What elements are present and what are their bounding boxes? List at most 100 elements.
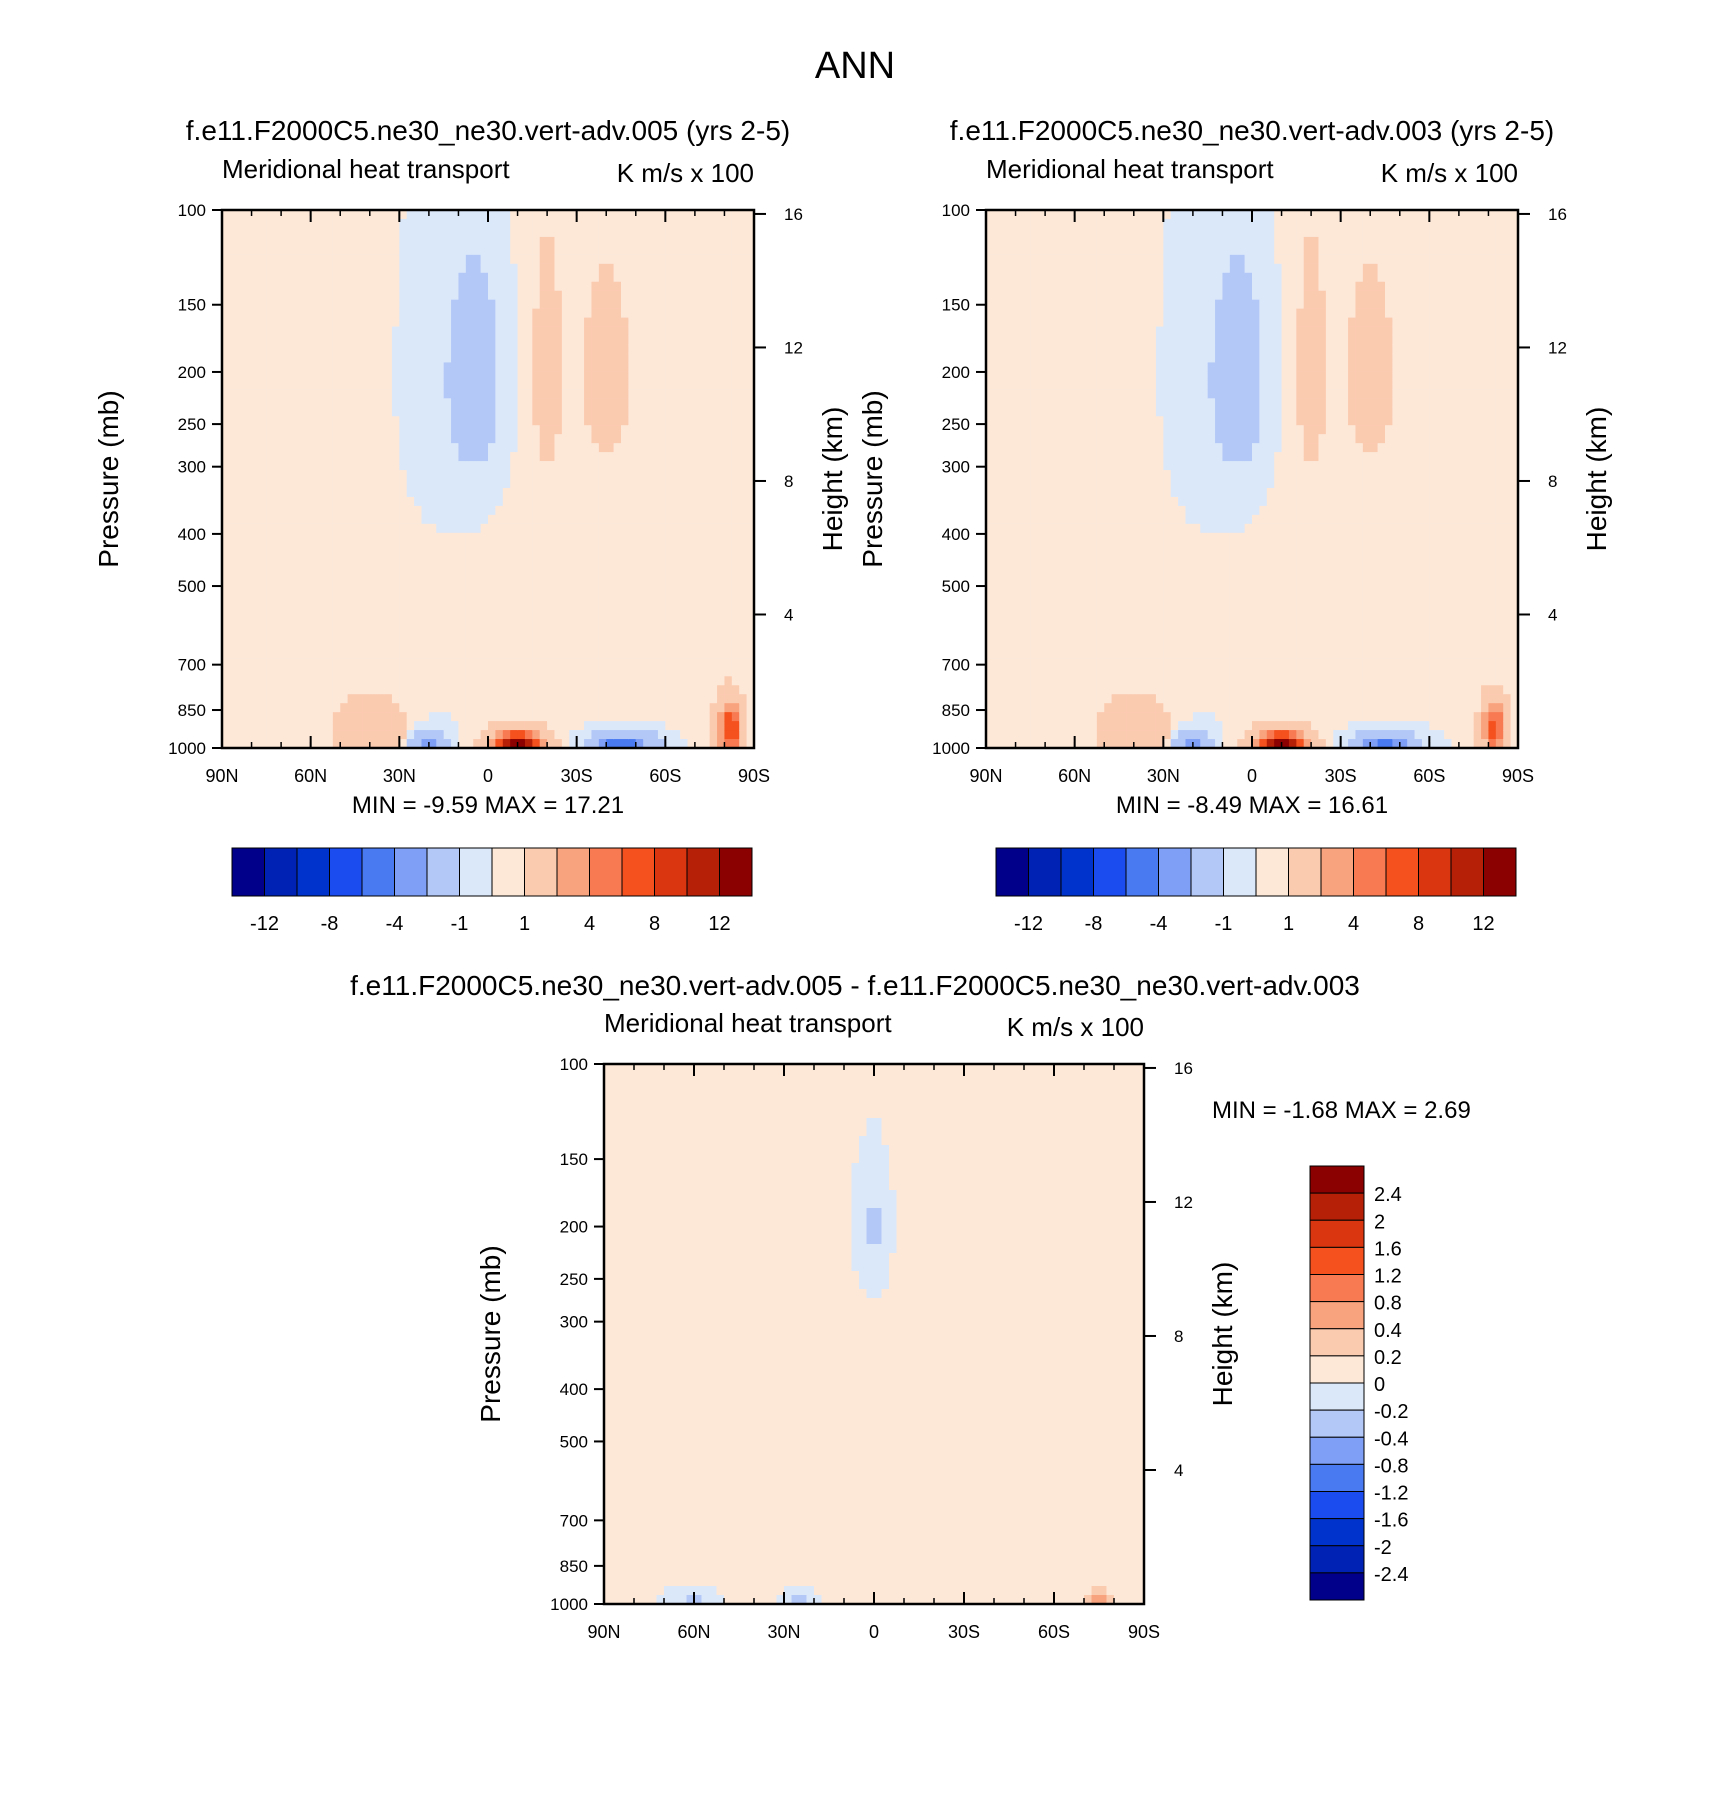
heatmap-cell xyxy=(1052,290,1061,301)
heatmap-cell xyxy=(532,649,541,659)
heatmap-cell xyxy=(451,658,460,668)
heatmap-cell xyxy=(377,532,386,543)
heatmap-cell xyxy=(687,452,696,462)
heatmap-cell xyxy=(993,586,1002,597)
heatmap-cell xyxy=(643,694,652,704)
heatmap-cell xyxy=(399,210,408,220)
heatmap-cell xyxy=(569,299,578,310)
heatmap-cell xyxy=(451,254,460,265)
heatmap-cell xyxy=(672,218,681,229)
heatmap-cell xyxy=(993,290,1002,301)
heatmap-cell xyxy=(532,218,541,229)
heatmap-cell xyxy=(391,470,400,480)
heatmap-cell xyxy=(458,712,467,722)
heatmap-cell xyxy=(229,685,238,695)
heatmap-cell xyxy=(495,353,504,364)
heatmap-cell xyxy=(355,541,363,552)
heatmap-cell xyxy=(539,479,548,489)
heatmap-cell xyxy=(288,362,297,372)
heatmap-cell xyxy=(694,550,703,561)
heatmap-cell xyxy=(621,218,629,229)
heatmap-cell xyxy=(986,210,994,220)
heatmap-cell xyxy=(1037,730,1046,740)
heatmap-cell xyxy=(347,559,356,570)
heatmap-cell xyxy=(510,514,519,525)
heatmap-cell xyxy=(694,470,703,480)
heatmap-cell xyxy=(258,353,267,364)
heatmap-cell xyxy=(399,236,408,247)
heatmap-cell xyxy=(421,739,430,749)
heatmap-cell xyxy=(340,452,349,462)
heatmap-cell xyxy=(739,443,748,453)
heatmap-cell xyxy=(465,308,474,319)
heatmap-cell xyxy=(687,577,696,588)
heatmap-cell xyxy=(1008,236,1017,247)
heatmap-cell xyxy=(451,210,460,220)
heatmap-cell xyxy=(251,523,260,534)
heatmap-cell xyxy=(687,694,696,704)
heatmap-cell xyxy=(480,703,489,713)
heatmap-cell xyxy=(273,550,282,561)
heatmap-cell xyxy=(731,344,740,355)
heatmap-cell xyxy=(687,344,696,355)
heatmap-cell xyxy=(229,595,238,606)
heatmap-cell xyxy=(598,470,607,480)
heatmap-cell xyxy=(986,721,994,731)
heatmap-cell xyxy=(724,245,733,256)
heatmap-cell xyxy=(606,703,615,713)
heatmap-cell xyxy=(561,640,570,650)
heatmap-cell xyxy=(310,371,319,381)
heatmap-cell xyxy=(451,514,460,525)
heatmap-cell xyxy=(414,461,423,471)
heatmap-cell xyxy=(584,721,593,731)
heatmap-cell xyxy=(451,452,460,462)
heatmap-cell xyxy=(702,245,711,256)
heatmap-cell xyxy=(465,398,474,408)
heatmap-cell xyxy=(724,470,733,480)
heatmap-cell xyxy=(288,523,297,534)
heatmap-cell xyxy=(702,470,711,480)
heatmap-cell xyxy=(428,389,437,399)
heatmap-cell xyxy=(325,721,334,731)
heatmap-cell xyxy=(502,362,511,372)
heatmap-cell xyxy=(288,479,297,489)
colorbar-label: -8 xyxy=(321,913,339,935)
heatmap-cell xyxy=(1030,425,1039,435)
heatmap-cell xyxy=(369,416,378,426)
heatmap-cell xyxy=(288,586,297,597)
heatmap-cell xyxy=(458,703,467,713)
heatmap-cell xyxy=(702,434,711,444)
heatmap-cell xyxy=(362,218,371,229)
heatmap-cell xyxy=(591,461,600,471)
heatmap-cell xyxy=(428,281,437,292)
heatmap-cell xyxy=(665,389,674,399)
heatmap-cell xyxy=(746,505,755,516)
heatmap-cell xyxy=(436,443,445,453)
heatmap-cell xyxy=(1008,362,1017,372)
heatmap-cell xyxy=(569,496,578,507)
heatmap-cell xyxy=(554,739,563,749)
heatmap-cell xyxy=(458,344,467,355)
heatmap-cell xyxy=(717,227,726,238)
heatmap-cell xyxy=(251,505,260,516)
heatmap-cell xyxy=(680,487,689,498)
heatmap-cell xyxy=(303,577,312,588)
heatmap-cell xyxy=(584,622,593,633)
heatmap-cell xyxy=(332,317,341,328)
heatmap-cell xyxy=(672,236,681,247)
heatmap-cell xyxy=(694,496,703,507)
heatmap-cell xyxy=(584,326,593,337)
heatmap-cell xyxy=(281,371,290,381)
heatmap-cell xyxy=(502,470,511,480)
heatmap-cell xyxy=(458,254,467,265)
heatmap-cell xyxy=(436,470,445,480)
heatmap-cell xyxy=(680,577,689,588)
heatmap-cell xyxy=(236,272,245,283)
heatmap-cell xyxy=(229,326,238,337)
heatmap-cell xyxy=(628,461,637,471)
heatmap-cell xyxy=(340,461,349,471)
heatmap-cell xyxy=(428,398,437,408)
heatmap-cell xyxy=(665,479,674,489)
heatmap-cell xyxy=(694,461,703,471)
heatmap-cell xyxy=(524,398,533,408)
